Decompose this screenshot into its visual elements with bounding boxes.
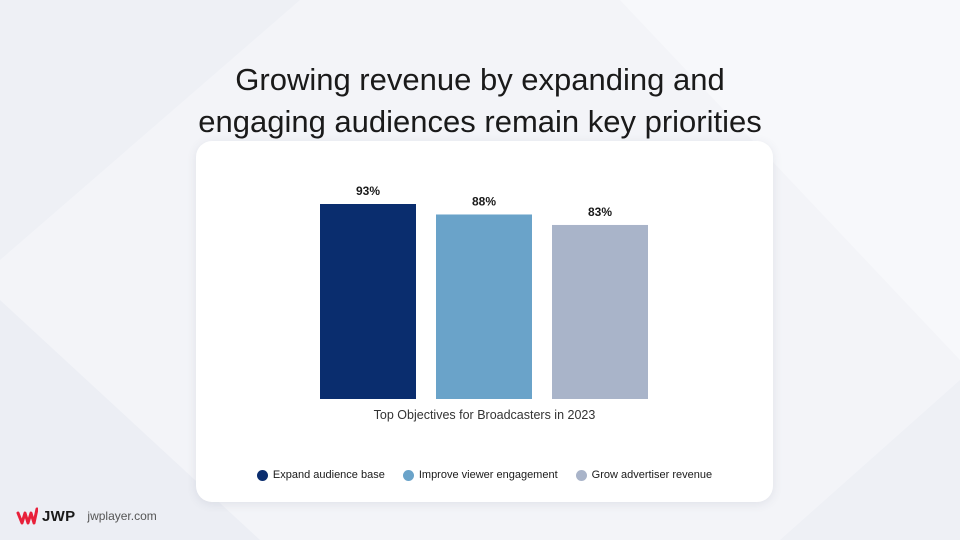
page-title: Growing revenue by expanding and engagin… [0, 59, 960, 143]
bar-value-label-2: 88% [472, 194, 496, 208]
chart-card: 93% 88% 83% Top Objectives for Broadcaster… [196, 141, 773, 502]
bar-1 [320, 204, 416, 399]
legend-label: Improve viewer engagement [418, 469, 558, 481]
bar-value-label-3: 83% [588, 205, 612, 219]
chart-legend: Expand audience base Improve viewer enga… [196, 469, 773, 481]
jwp-logo-icon [16, 507, 38, 525]
chart-caption: Top Objectives for Broadcasters in 2023 [373, 408, 596, 422]
legend-item-grow-revenue: Grow advertiser revenue [575, 469, 713, 481]
bar-chart: 93% 88% 83% [320, 184, 648, 399]
site-link[interactable]: jwplayer.com [87, 509, 157, 523]
brand-name: JWP [42, 507, 76, 525]
legend-label: Expand audience base [272, 469, 385, 481]
legend-label: Grow advertiser revenue [591, 469, 713, 481]
bar-value-label-1: 93% [356, 184, 380, 198]
footer: JWP jwplayer.com [16, 507, 157, 525]
title-line-2: engaging audiences remain key priorities [198, 103, 762, 139]
legend-item-improve-engagement: Improve viewer engagement [402, 469, 558, 481]
title-line-1: Growing revenue by expanding and [235, 61, 725, 97]
bar-2 [436, 214, 532, 399]
legend-dot-icon [256, 469, 268, 481]
legend-item-expand-audience: Expand audience base [256, 469, 385, 481]
bar-3 [552, 224, 648, 399]
legend-dot-icon [575, 469, 587, 481]
legend-dot-icon [402, 469, 414, 481]
